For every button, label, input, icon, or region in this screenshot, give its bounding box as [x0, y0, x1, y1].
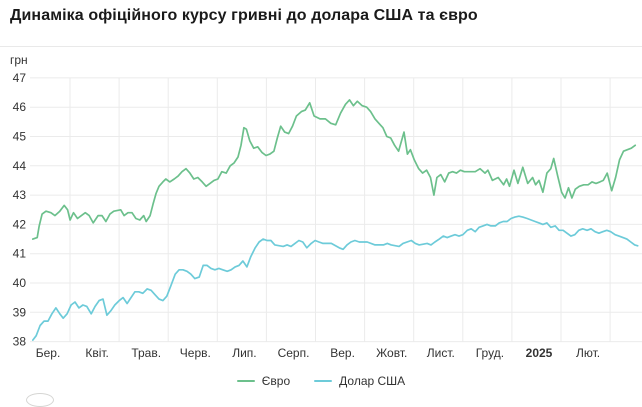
x-tick-label: Квіт.: [85, 346, 109, 360]
usd-line: [31, 215, 639, 341]
legend-label-usd: Долар США: [339, 374, 406, 388]
chart-legend: Євро Долар США: [0, 374, 642, 388]
y-tick-label: 39: [13, 305, 27, 319]
y-tick-label: 47: [13, 71, 27, 85]
cutoff-widget-artifact: [26, 393, 54, 407]
page-title: Динаміка офіційного курсу гривні до дола…: [10, 7, 478, 24]
y-axis-unit-label: грн: [10, 53, 28, 67]
legend-swatch-euro-line: [236, 380, 255, 382]
y-tick-label: 44: [13, 159, 27, 173]
x-tick-label: Серп.: [278, 346, 310, 360]
legend-swatch-usd-line: [314, 380, 333, 382]
title-separator: [0, 46, 642, 47]
x-tick-label: Вер.: [330, 346, 355, 360]
x-tick-label: Лист.: [427, 346, 455, 360]
legend-item-usd: Долар США: [314, 374, 405, 388]
y-tick-label: 40: [13, 276, 27, 290]
legend-item-euro: Євро: [236, 374, 291, 388]
x-tick-label: Трав.: [131, 346, 161, 360]
y-tick-label: 41: [13, 247, 27, 261]
y-tick-label: 45: [13, 130, 27, 144]
x-tick-label: Жовт.: [376, 346, 407, 360]
x-tick-label: Лют.: [576, 346, 600, 360]
x-tick-label: Бер.: [36, 346, 61, 360]
x-tick-label: Груд.: [476, 346, 504, 360]
legend-label-euro: Євро: [261, 374, 291, 388]
y-tick-label: 46: [13, 100, 27, 114]
x-tick-label: Черв.: [180, 346, 211, 360]
euro-line: [31, 99, 637, 240]
x-tick-label: Лип.: [232, 346, 256, 360]
y-tick-label: 38: [13, 335, 27, 349]
x-tick-label: 2025: [526, 346, 553, 360]
y-tick-label: 42: [13, 217, 27, 231]
y-tick-label: 43: [13, 188, 27, 202]
